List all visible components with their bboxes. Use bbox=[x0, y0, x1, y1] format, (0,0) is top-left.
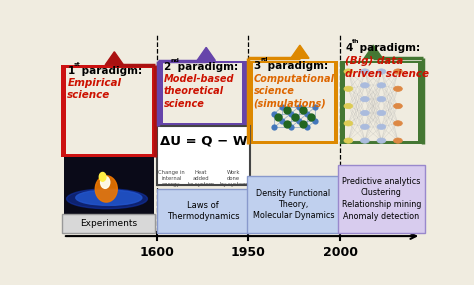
FancyBboxPatch shape bbox=[66, 68, 152, 154]
Polygon shape bbox=[105, 52, 124, 65]
FancyBboxPatch shape bbox=[253, 63, 334, 141]
Circle shape bbox=[377, 97, 386, 102]
Text: Work
done
by system: Work done by system bbox=[220, 170, 247, 187]
Text: paradigm:: paradigm: bbox=[78, 66, 142, 76]
Ellipse shape bbox=[76, 190, 142, 205]
Text: Empirical
science: Empirical science bbox=[67, 78, 121, 101]
Text: Predictive analytics
Clustering
Relationship mining
Anomaly detection: Predictive analytics Clustering Relation… bbox=[342, 177, 421, 221]
FancyBboxPatch shape bbox=[64, 157, 154, 214]
Circle shape bbox=[393, 138, 402, 143]
Text: (Big) data
driven science: (Big) data driven science bbox=[346, 56, 429, 79]
Circle shape bbox=[360, 83, 369, 88]
Circle shape bbox=[360, 138, 369, 143]
Text: paradigm:: paradigm: bbox=[174, 62, 238, 72]
Text: paradigm:: paradigm: bbox=[356, 43, 420, 53]
Text: th: th bbox=[352, 39, 359, 44]
Circle shape bbox=[377, 138, 386, 143]
Ellipse shape bbox=[66, 189, 147, 209]
Text: Heat
added
to system: Heat added to system bbox=[188, 170, 214, 187]
Circle shape bbox=[360, 69, 369, 74]
FancyBboxPatch shape bbox=[338, 165, 425, 233]
Text: Model-based
theoretical
science: Model-based theoretical science bbox=[164, 74, 234, 109]
FancyBboxPatch shape bbox=[156, 126, 250, 184]
Ellipse shape bbox=[99, 172, 106, 181]
Circle shape bbox=[393, 121, 402, 126]
Text: 1950: 1950 bbox=[231, 246, 266, 259]
Circle shape bbox=[393, 103, 402, 109]
FancyBboxPatch shape bbox=[61, 65, 155, 157]
Text: paradigm:: paradigm: bbox=[264, 60, 328, 70]
Circle shape bbox=[393, 69, 402, 74]
Text: 2000: 2000 bbox=[323, 246, 358, 259]
FancyBboxPatch shape bbox=[246, 176, 340, 233]
Ellipse shape bbox=[100, 176, 110, 188]
Text: 1: 1 bbox=[67, 66, 74, 76]
Text: Experiments: Experiments bbox=[80, 219, 137, 228]
FancyBboxPatch shape bbox=[158, 60, 246, 126]
Polygon shape bbox=[291, 45, 309, 58]
Circle shape bbox=[377, 110, 386, 116]
Polygon shape bbox=[197, 47, 215, 60]
Circle shape bbox=[393, 86, 402, 91]
Circle shape bbox=[377, 124, 386, 129]
Text: 2: 2 bbox=[164, 62, 171, 72]
Circle shape bbox=[344, 121, 353, 126]
Circle shape bbox=[344, 138, 353, 143]
FancyBboxPatch shape bbox=[345, 63, 418, 141]
Circle shape bbox=[377, 83, 386, 88]
Text: Computational
science
(simulations): Computational science (simulations) bbox=[254, 74, 335, 109]
Circle shape bbox=[360, 97, 369, 102]
Text: rd: rd bbox=[260, 57, 268, 62]
Circle shape bbox=[360, 124, 369, 129]
Text: 3: 3 bbox=[254, 60, 261, 70]
Text: ΔU = Q − W: ΔU = Q − W bbox=[160, 134, 247, 147]
Text: 1600: 1600 bbox=[139, 246, 174, 259]
Text: st: st bbox=[74, 62, 81, 67]
Text: Density Functional
Theory,
Molecular Dynamics: Density Functional Theory, Molecular Dyn… bbox=[253, 189, 334, 220]
Circle shape bbox=[344, 103, 353, 109]
Text: Change in
internal
energy: Change in internal energy bbox=[158, 170, 185, 187]
FancyBboxPatch shape bbox=[163, 63, 242, 123]
Ellipse shape bbox=[95, 176, 117, 202]
Text: Laws of
Thermodynamics: Laws of Thermodynamics bbox=[167, 201, 239, 221]
Polygon shape bbox=[364, 45, 383, 58]
FancyBboxPatch shape bbox=[340, 60, 423, 144]
Circle shape bbox=[344, 86, 353, 91]
FancyBboxPatch shape bbox=[248, 60, 338, 144]
FancyBboxPatch shape bbox=[62, 214, 155, 233]
Circle shape bbox=[360, 110, 369, 116]
Circle shape bbox=[377, 69, 386, 74]
FancyBboxPatch shape bbox=[156, 189, 250, 233]
Text: 4: 4 bbox=[346, 43, 353, 53]
Circle shape bbox=[344, 69, 353, 74]
Text: nd: nd bbox=[170, 58, 179, 63]
